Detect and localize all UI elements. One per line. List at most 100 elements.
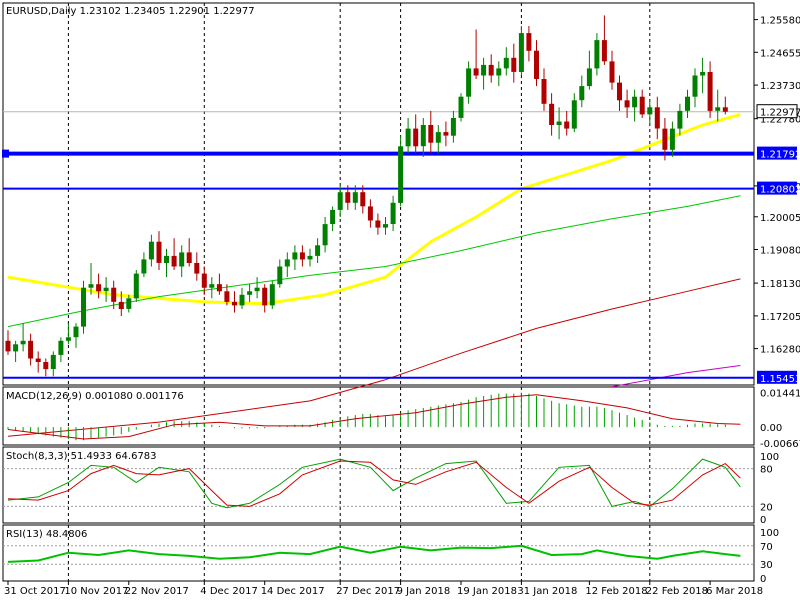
price-tick-label: 1.23730 xyxy=(760,81,800,92)
candle-body xyxy=(141,259,147,274)
candle-body xyxy=(262,287,268,306)
candle-body xyxy=(639,96,645,115)
candle-body xyxy=(171,255,177,267)
candle-body xyxy=(511,57,517,72)
macd-axis-label: 0.00 xyxy=(760,423,782,434)
candle-body xyxy=(28,340,34,359)
candle-body xyxy=(209,284,215,288)
candle-body xyxy=(707,72,713,111)
candle-body xyxy=(284,259,290,267)
candle-body xyxy=(322,224,328,246)
candle-body xyxy=(466,68,472,97)
candle-body xyxy=(413,128,419,147)
candle-body xyxy=(450,118,456,136)
candle-body xyxy=(662,128,668,150)
stoch-axis-label: 0 xyxy=(760,515,766,526)
candle-body xyxy=(111,287,117,302)
level-price-box-bg xyxy=(757,181,797,195)
candle-body xyxy=(20,340,26,345)
candle-body xyxy=(201,273,207,288)
candle-body xyxy=(330,209,336,224)
macd-signal-line xyxy=(7,394,741,440)
time-tick-label: 27 Dec 2017 xyxy=(336,586,400,597)
candle-body xyxy=(254,287,260,292)
candle-body xyxy=(126,298,132,309)
rsi-header: RSI(13) 48.4806 xyxy=(6,529,87,540)
candle-body xyxy=(722,107,728,112)
candle-body xyxy=(156,241,162,263)
moving-average-line xyxy=(7,195,741,328)
price-tick-label: 1.18130 xyxy=(760,279,800,290)
horizontal-levels xyxy=(2,111,754,379)
candle-body xyxy=(405,128,411,147)
rsi-line xyxy=(7,544,741,563)
time-tick-label: 31 Jan 2018 xyxy=(517,586,577,597)
moving-average-line xyxy=(7,112,741,306)
candle-body xyxy=(526,33,532,51)
candle-body xyxy=(118,301,124,309)
candle-body xyxy=(299,252,305,260)
time-tick-label: 19 Jan 2018 xyxy=(457,586,517,597)
candle-body xyxy=(624,100,630,108)
candle-body xyxy=(247,291,253,295)
macd-indicator: 0.01441 0.00 -0.006677 xyxy=(7,389,800,450)
candle-body xyxy=(700,72,706,76)
level-price-box: 1.15453 xyxy=(757,370,800,385)
candle-body xyxy=(383,224,388,228)
macd-axis-label: 0.01441 xyxy=(760,389,800,400)
time-tick-label: 9 Jan 2018 xyxy=(397,586,451,597)
price-tick-label: 1.16280 xyxy=(760,345,800,356)
candle-body xyxy=(232,301,237,306)
level-price-label: 1.15453 xyxy=(760,374,800,385)
price-tick-label: 1.22780 xyxy=(760,115,800,126)
candle-body xyxy=(81,287,86,327)
time-tick-label: 10 Nov 2017 xyxy=(64,586,128,597)
candle-body xyxy=(669,128,675,150)
time-tick-label: 31 Oct 2017 xyxy=(4,586,66,597)
price-label-boxes: 1.21792 1.20802 1.15453 1.22977 xyxy=(756,104,800,385)
candles[interactable] xyxy=(5,15,728,377)
candle-body xyxy=(564,121,570,129)
candle-body xyxy=(133,273,139,299)
time-tick-label: 22 Feb 2018 xyxy=(646,586,708,597)
level-price-label: 1.21792 xyxy=(760,150,800,161)
candle-body xyxy=(179,252,185,267)
rsi-axis-label: 30 xyxy=(760,560,773,571)
rsi-axis-label: 70 xyxy=(760,542,773,553)
candle-body xyxy=(428,125,434,143)
current-price-label: 1.22977 xyxy=(760,108,800,119)
price-tick-label: 1.17205 xyxy=(760,312,800,323)
candle-body xyxy=(496,68,502,76)
candle-body xyxy=(103,287,109,292)
candle-body xyxy=(420,125,426,147)
candle-body xyxy=(594,40,600,69)
stoch-axis-label: 100 xyxy=(760,452,779,463)
price-tick-label: 1.24655 xyxy=(760,48,800,59)
candle-body xyxy=(345,192,351,203)
candle-body xyxy=(73,326,79,338)
moving-average-line xyxy=(611,365,741,388)
candle-body xyxy=(224,291,230,302)
candle-body xyxy=(5,340,11,352)
price-tick-label: 1.20005 xyxy=(760,213,800,224)
candle-body xyxy=(609,61,615,83)
candle-body xyxy=(571,100,577,129)
time-tick-label: 14 Dec 2017 xyxy=(261,586,325,597)
candle-body xyxy=(277,266,283,285)
candle-body xyxy=(58,340,64,355)
macd-header: MACD(12,26,9) 0.001080 0.001176 xyxy=(6,391,184,402)
candle-body xyxy=(654,107,660,129)
candle-body xyxy=(518,33,524,72)
rsi-panel-frame xyxy=(2,524,755,582)
level-price-box-bg xyxy=(757,146,797,160)
moving-average-line xyxy=(7,278,741,437)
time-tick-label: 6 Mar 2018 xyxy=(706,586,763,597)
candle-body xyxy=(43,362,49,370)
stoch-header: Stoch(8,3,3) 51.4933 64.6783 xyxy=(6,451,157,462)
candle-body xyxy=(216,284,222,292)
candle-body xyxy=(352,192,358,203)
candle-body xyxy=(647,107,653,115)
candle-body xyxy=(194,263,200,274)
